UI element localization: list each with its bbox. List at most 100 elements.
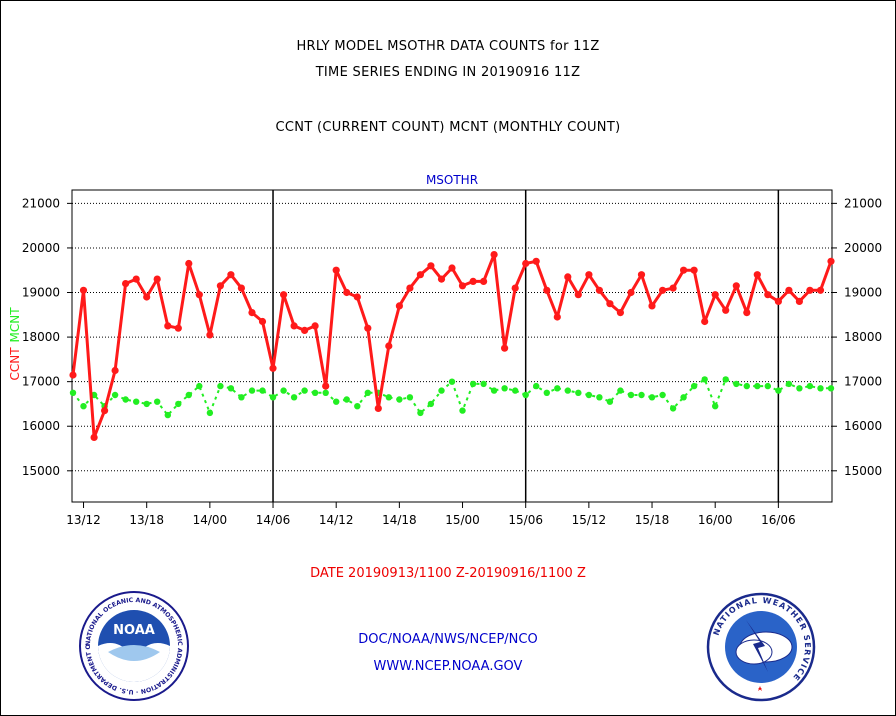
data-point-mcnt — [196, 382, 203, 390]
data-point-mcnt — [533, 382, 540, 390]
data-point-mcnt — [301, 387, 308, 394]
data-point-ccnt — [216, 282, 224, 290]
y-tick-label-right: 20000 — [844, 241, 882, 255]
data-point-ccnt — [532, 257, 540, 265]
data-point-ccnt — [322, 382, 330, 390]
x-tick-label: 14/12 — [319, 513, 354, 527]
data-point-ccnt — [301, 326, 309, 334]
chart-subtitle: TIME SERIES ENDING IN 20190916 11Z — [315, 65, 581, 80]
noaa-center-text: NOAA — [113, 623, 155, 638]
data-point-ccnt — [648, 302, 656, 310]
data-point-mcnt — [817, 385, 824, 392]
website-link[interactable]: WWW.NCEP.NOAA.GOV — [373, 659, 523, 674]
data-point-mcnt — [164, 411, 171, 419]
x-tick-label: 14/18 — [382, 513, 417, 527]
x-tick-label: 15/18 — [635, 513, 670, 527]
data-point-ccnt — [806, 286, 814, 294]
data-point-mcnt — [775, 387, 782, 394]
data-point-ccnt — [627, 288, 635, 297]
data-point-ccnt — [69, 371, 77, 379]
data-point-mcnt — [406, 394, 414, 401]
data-point-mcnt — [764, 382, 771, 390]
data-point-mcnt — [122, 396, 129, 403]
x-tick-label: 14/00 — [193, 513, 228, 527]
data-point-ccnt — [332, 266, 340, 274]
y-tick-label-left: 15000 — [22, 464, 60, 478]
data-point-ccnt — [722, 306, 730, 314]
panel-label: MSOTHR — [426, 173, 478, 187]
data-point-mcnt — [438, 387, 445, 394]
data-point-mcnt — [280, 387, 287, 394]
data-point-mcnt — [417, 409, 424, 417]
data-point-ccnt — [364, 324, 372, 332]
data-point-mcnt — [543, 389, 550, 396]
data-point-ccnt — [753, 271, 761, 279]
data-point-ccnt — [553, 313, 561, 321]
data-point-ccnt — [79, 286, 88, 294]
y-tick-label-right: 16000 — [844, 419, 882, 433]
data-point-ccnt — [290, 322, 298, 330]
data-point-mcnt — [754, 382, 761, 390]
data-point-mcnt — [133, 398, 140, 405]
data-point-mcnt — [490, 387, 498, 394]
data-point-ccnt — [195, 291, 203, 299]
data-point-mcnt — [827, 385, 835, 392]
data-point-mcnt — [806, 382, 814, 390]
y-tick-label-left: 20000 — [22, 241, 60, 255]
data-point-ccnt — [416, 271, 424, 279]
y-axis-label-ccnt: CCNT — [8, 347, 22, 381]
data-point-mcnt — [364, 389, 371, 396]
data-point-ccnt — [816, 286, 825, 294]
data-point-ccnt — [448, 264, 456, 272]
x-tick-label: 14/06 — [256, 513, 291, 527]
data-point-ccnt — [701, 317, 709, 326]
data-point-ccnt — [164, 322, 172, 330]
x-tick-label: 15/12 — [572, 513, 607, 527]
y-axis-label-mcnt: MCNT — [8, 307, 22, 343]
y-tick-label-left: 16000 — [22, 419, 60, 433]
data-point-mcnt — [701, 376, 708, 383]
data-point-mcnt — [522, 391, 529, 399]
data-point-ccnt — [153, 275, 161, 283]
data-point-mcnt — [69, 389, 77, 396]
y-tick-label-left: 21000 — [22, 196, 60, 210]
data-point-mcnt — [238, 394, 245, 401]
data-point-mcnt — [227, 385, 235, 392]
data-point-mcnt — [512, 387, 519, 394]
data-point-mcnt — [712, 403, 719, 410]
y-tick-label-left: 18000 — [22, 330, 60, 344]
data-point-mcnt — [680, 394, 687, 401]
y-tick-label-right: 19000 — [844, 286, 882, 300]
data-point-mcnt — [501, 385, 508, 392]
data-point-ccnt — [227, 271, 235, 279]
data-point-ccnt — [385, 342, 393, 350]
chart-title: HRLY MODEL MSOTHR DATA COUNTS for 11Z — [296, 39, 600, 54]
data-point-mcnt — [385, 394, 392, 401]
y-tick-label-right: 17000 — [844, 375, 882, 389]
data-point-mcnt — [796, 385, 803, 392]
data-point-mcnt — [269, 394, 277, 401]
data-point-mcnt — [427, 400, 435, 408]
data-point-ccnt — [122, 280, 130, 288]
y-tick-label-left: 19000 — [22, 286, 60, 300]
data-point-ccnt — [269, 364, 277, 372]
data-point-ccnt — [669, 284, 677, 292]
data-point-mcnt — [585, 391, 593, 399]
data-point-ccnt — [711, 291, 719, 299]
data-point-mcnt — [396, 396, 403, 403]
chart-legend-title: CCNT (CURRENT COUNT) MCNT (MONTHLY COUNT… — [275, 120, 621, 135]
data-point-mcnt — [669, 405, 677, 412]
data-point-ccnt — [427, 262, 435, 270]
data-point-mcnt — [733, 380, 740, 388]
data-point-ccnt — [732, 282, 740, 290]
data-point-ccnt — [743, 309, 751, 317]
data-point-ccnt — [501, 344, 509, 352]
data-point-ccnt — [764, 291, 772, 299]
x-tick-label: 13/12 — [66, 513, 101, 527]
data-point-ccnt — [827, 257, 835, 265]
data-point-mcnt — [596, 394, 603, 401]
data-point-ccnt — [311, 322, 319, 330]
data-point-ccnt — [659, 286, 667, 294]
data-point-mcnt — [354, 403, 361, 410]
